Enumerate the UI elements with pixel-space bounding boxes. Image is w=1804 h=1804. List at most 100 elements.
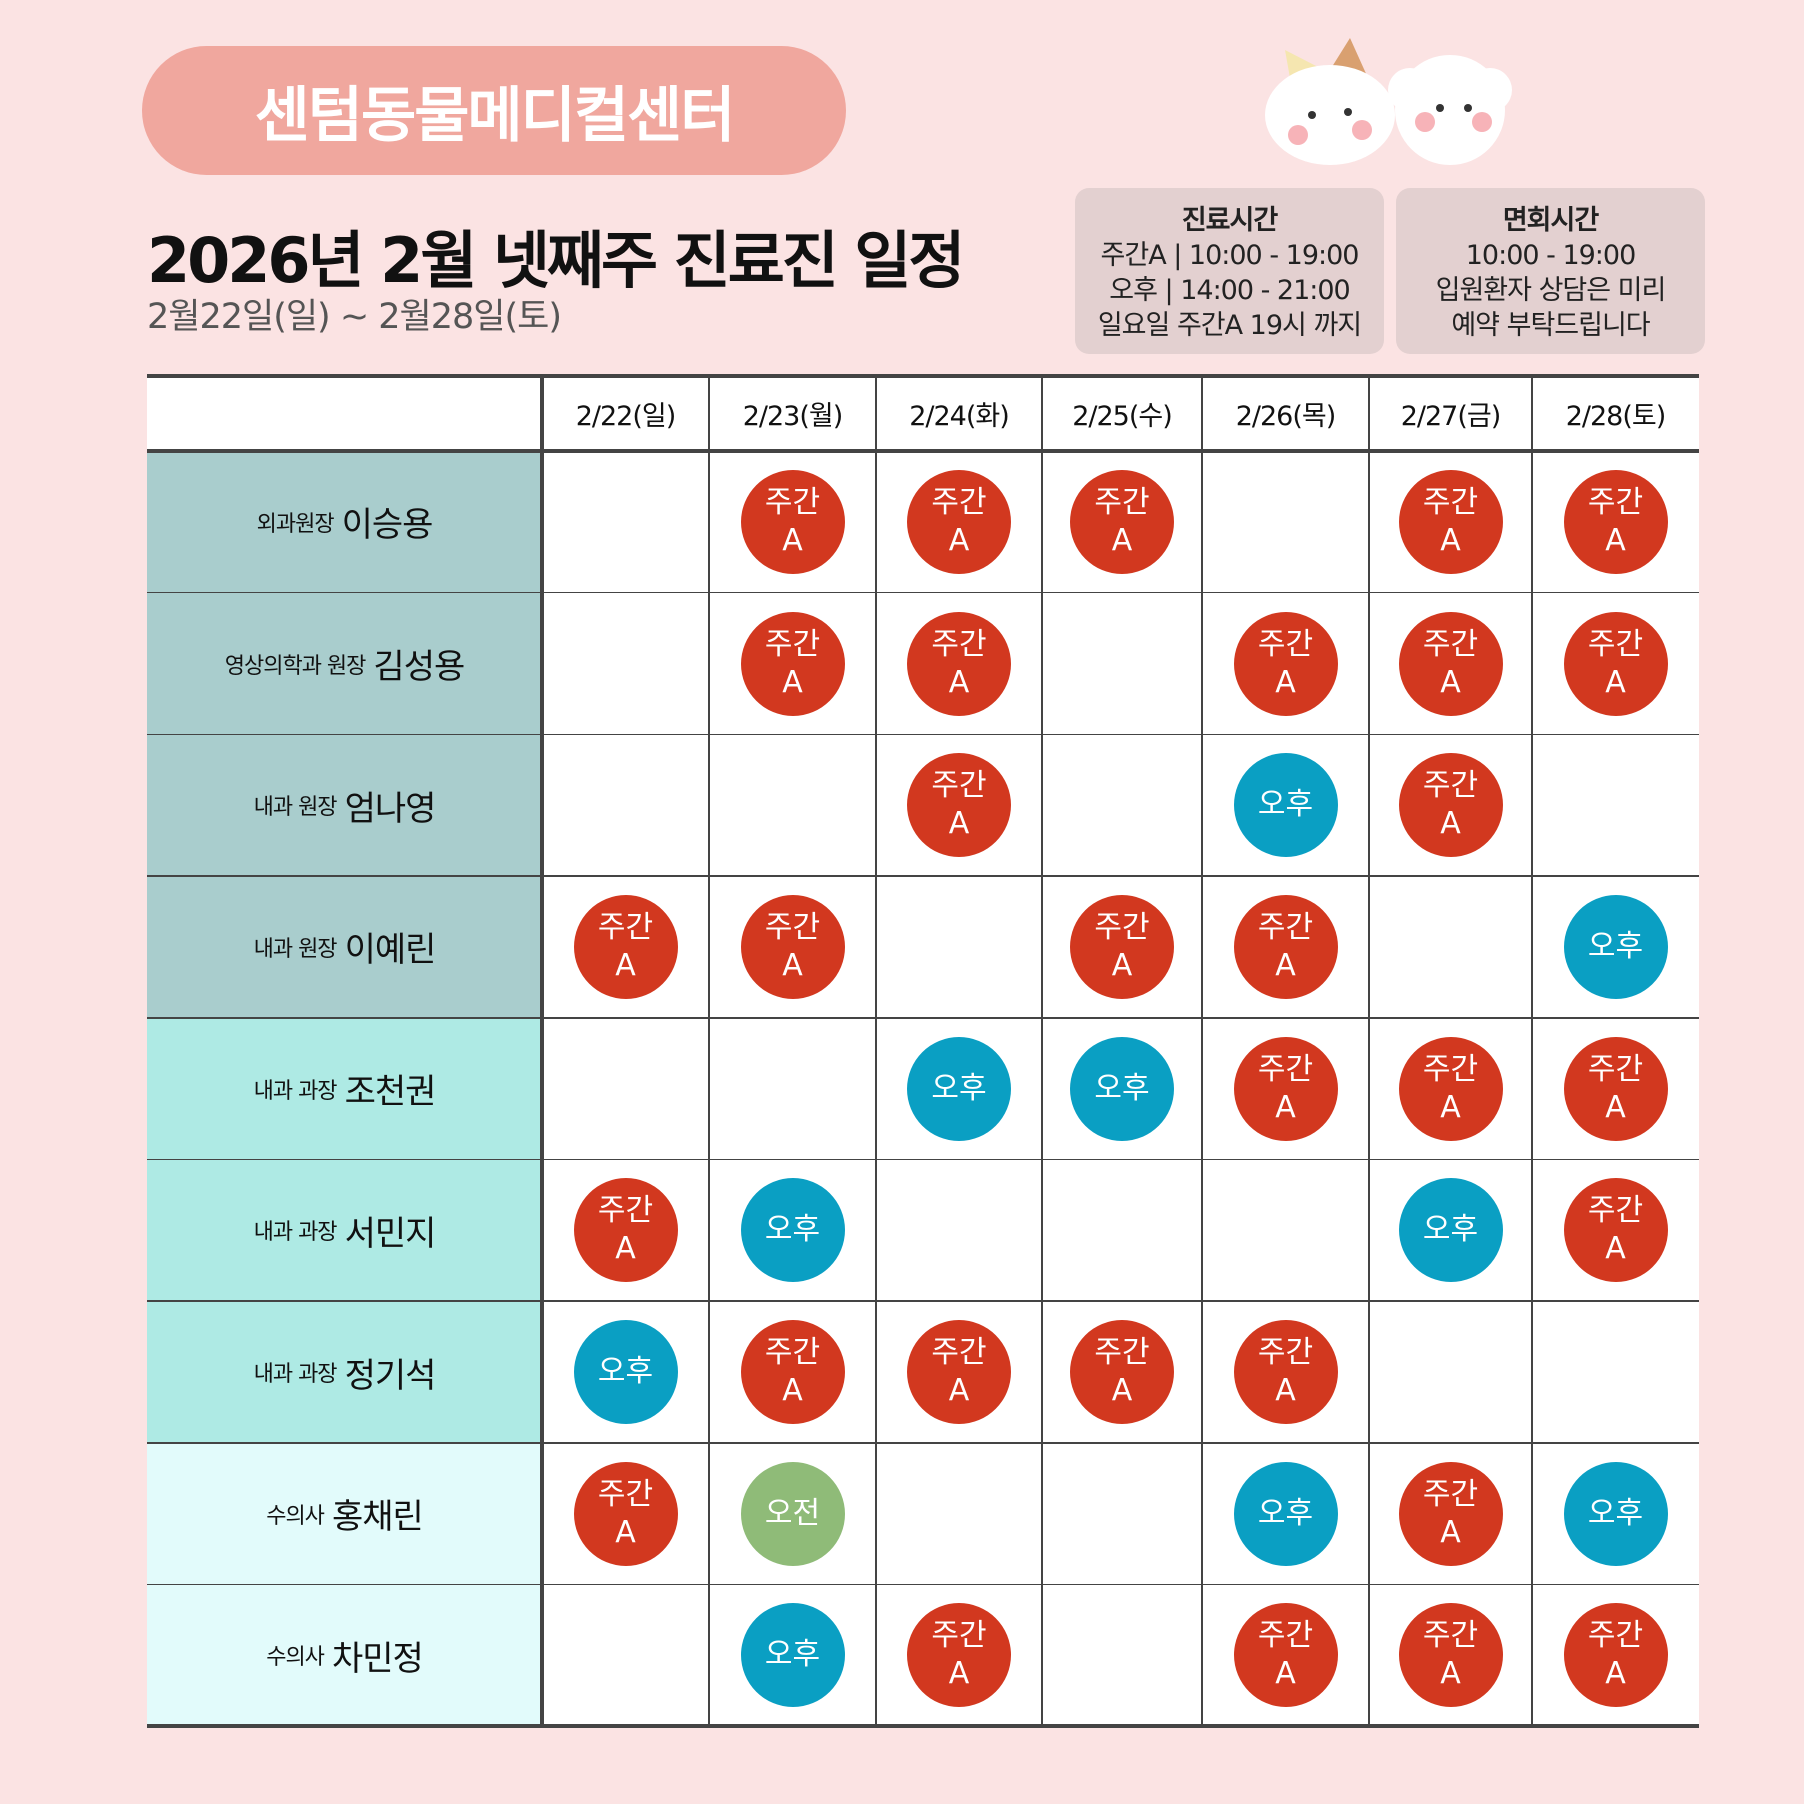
shift-badge: 주간 A bbox=[573, 1461, 678, 1566]
shift-badge: 주간 A bbox=[740, 1320, 845, 1425]
doctor-name: 이승용 bbox=[341, 505, 434, 546]
info-box: 면회시간 10:00 - 19:00 입원환자 상담은 미리 예약 부탁드립니다 bbox=[1396, 188, 1705, 354]
shift-badge: 주간 A bbox=[907, 611, 1011, 716]
shift-badge: 주간 A bbox=[1070, 894, 1174, 999]
grid-line bbox=[147, 1300, 1699, 1302]
date-range: 2월22일(일) ~ 2월28일(토) bbox=[147, 297, 562, 337]
column-header: 2/23(월) bbox=[742, 401, 844, 432]
column-header: 2/25(수) bbox=[1072, 401, 1173, 432]
grid-line bbox=[147, 591, 1699, 594]
grid-line bbox=[147, 374, 1699, 378]
title: 2026년 2월 넷째주 진료진 일정 bbox=[147, 224, 965, 297]
grid-line bbox=[875, 376, 877, 1727]
doctor-name: 김성용 bbox=[373, 647, 465, 688]
row-bg bbox=[147, 592, 542, 735]
grid-line bbox=[1531, 376, 1533, 1727]
doctor-name: 정기석 bbox=[344, 1355, 437, 1396]
shift-badge: 주간 A bbox=[573, 894, 678, 999]
shift-badge: 주간 A bbox=[1398, 753, 1503, 858]
shift-badge: 오후 bbox=[1563, 894, 1668, 999]
shift-badge: 오후 bbox=[1233, 753, 1338, 858]
row-bg bbox=[147, 1017, 542, 1160]
shift-badge: 주간 A bbox=[740, 611, 845, 716]
grid-line bbox=[147, 1583, 1699, 1586]
shift-badge: 주간 A bbox=[1398, 1036, 1503, 1141]
info-title: 면회시간 bbox=[1502, 205, 1599, 236]
column-header: 2/28(토) bbox=[1565, 401, 1667, 432]
schedule-table: 2/22(일) 2/23(월) 2/24(화) 2/25(수) 2/26(목) 2/27(… bbox=[147, 374, 1699, 1729]
doctor-name: 엄나영 bbox=[344, 788, 437, 829]
column-header: 2/27(금) bbox=[1400, 401, 1502, 432]
role: 내과 과장 bbox=[253, 1220, 338, 1246]
info-line: 주간A | 10:00 - 19:00 bbox=[1100, 240, 1360, 271]
grid-line bbox=[147, 1724, 1699, 1729]
shift-badge: 오후 bbox=[907, 1036, 1011, 1141]
row-bg bbox=[147, 1442, 542, 1585]
grid-line bbox=[147, 1442, 1699, 1444]
row-bg bbox=[147, 451, 542, 593]
role: 내과 과장 bbox=[253, 1362, 338, 1388]
info-line: 예약 부탁드립니다 bbox=[1451, 310, 1650, 341]
row-header: 내과 원장 엄나영 bbox=[147, 734, 542, 876]
shift-badge: 주간 A bbox=[907, 753, 1011, 858]
shift-badge: 주간 A bbox=[1233, 1320, 1338, 1425]
row-header: 수의사 홍채린 bbox=[147, 1443, 542, 1585]
doctor-name: 조천권 bbox=[344, 1072, 437, 1113]
info-box: 진료시간 주간A | 10:00 - 19:00 오후 | 14:00 - 21:0… bbox=[1075, 188, 1384, 354]
shift-badge: 주간 A bbox=[907, 1603, 1011, 1708]
shift-badge: 주간 A bbox=[1398, 469, 1503, 574]
shift-badge: 오전 bbox=[740, 1461, 845, 1566]
shift-badge: 오후 bbox=[1070, 1036, 1174, 1141]
grid-line bbox=[147, 733, 1699, 736]
shift-badge: 주간 A bbox=[1398, 1603, 1503, 1708]
doctor-name: 서민지 bbox=[344, 1213, 437, 1254]
shift-badge: 주간 A bbox=[1070, 1320, 1174, 1425]
info-line: 오후 | 14:00 - 21:00 bbox=[1109, 275, 1350, 306]
pet-illustration bbox=[1265, 38, 1512, 165]
row-bg bbox=[147, 1301, 542, 1443]
shift-badge: 오후 bbox=[740, 1178, 845, 1283]
shift-badge: 주간 A bbox=[1233, 1603, 1338, 1708]
shift-badge: 주간 A bbox=[740, 894, 845, 999]
grid-line bbox=[147, 1158, 1699, 1161]
role: 영상의학과 원장 bbox=[224, 653, 367, 679]
row-header: 외과원장 이승용 bbox=[147, 451, 542, 593]
grid-line bbox=[147, 875, 1699, 877]
column-header: 2/24(화) bbox=[909, 401, 1010, 432]
role: 내과 과장 bbox=[253, 1078, 338, 1104]
row-header: 내과 원장 이예린 bbox=[147, 876, 542, 1018]
shift-badge: 주간 A bbox=[740, 469, 845, 574]
shift-badge: 주간 A bbox=[1070, 469, 1174, 574]
row-bg bbox=[147, 734, 542, 877]
info-line: 입원환자 상담은 미리 bbox=[1435, 275, 1667, 306]
shift-badge: 주간 A bbox=[907, 469, 1011, 574]
column-header: 2/22(일) bbox=[575, 401, 677, 432]
row-bg bbox=[147, 1584, 542, 1727]
shift-badge: 주간 A bbox=[1398, 611, 1503, 716]
grid-line bbox=[147, 1017, 1699, 1019]
grid-line bbox=[1041, 376, 1043, 1727]
role: 수의사 bbox=[266, 1503, 325, 1529]
role: 내과 원장 bbox=[253, 795, 338, 821]
shift-badge: 주간 A bbox=[1233, 611, 1338, 716]
brand-pill: 센텀동물메디컬센터 bbox=[142, 46, 846, 175]
shift-badge: 오후 bbox=[740, 1603, 845, 1708]
doctor-name: 이예린 bbox=[344, 930, 437, 971]
shift-badge: 주간 A bbox=[1563, 611, 1668, 716]
shift-badge: 오후 bbox=[1398, 1178, 1503, 1283]
grid-line bbox=[147, 449, 1699, 453]
row-header: 내과 과장 조천권 bbox=[147, 1018, 542, 1160]
row-header: 내과 과장 서민지 bbox=[147, 1160, 542, 1302]
role: 내과 원장 bbox=[253, 936, 338, 962]
doctor-name: 차민정 bbox=[331, 1638, 424, 1679]
column-header: 2/26(목) bbox=[1235, 401, 1337, 432]
shift-badge: 주간 A bbox=[1563, 1603, 1668, 1708]
shift-badge: 오후 bbox=[1563, 1461, 1668, 1566]
row-header: 수의사 차민정 bbox=[147, 1585, 542, 1727]
row-header: 영상의학과 원장 김성용 bbox=[147, 593, 542, 735]
shift-badge: 주간 A bbox=[1233, 1036, 1338, 1141]
shift-badge: 주간 A bbox=[1563, 1036, 1668, 1141]
shift-badge: 오후 bbox=[573, 1320, 678, 1425]
shift-badge: 주간 A bbox=[907, 1320, 1011, 1425]
